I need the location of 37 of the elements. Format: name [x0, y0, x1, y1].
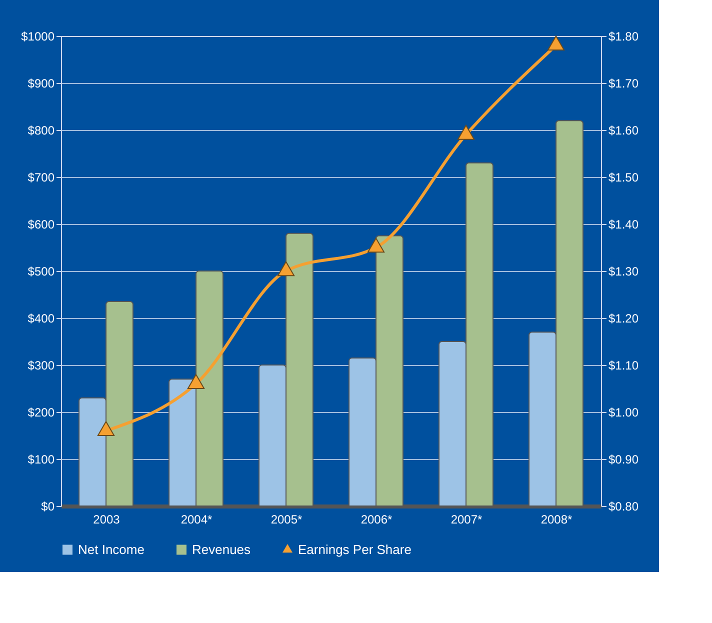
x-tick-label: 2003	[93, 512, 120, 526]
y-tick-label: $300	[28, 358, 55, 372]
y-tick-label: $100	[28, 452, 55, 466]
y2-tick-label: $1.20	[608, 312, 639, 326]
x-tick-label: 2006*	[360, 512, 393, 526]
y2-tick-label: $1.30	[608, 264, 639, 278]
point	[547, 36, 565, 51]
y-tick-label: $1000	[21, 30, 55, 44]
y-tick-label: $800	[28, 124, 55, 138]
y2-tick-label: $0.90	[608, 452, 639, 466]
y-tick-label: $200	[28, 406, 55, 420]
point	[187, 374, 205, 389]
point	[367, 238, 385, 253]
x-tick-label: 2007*	[450, 512, 483, 526]
legend-label: Net Income	[78, 542, 144, 557]
y2-tick-label: $1.80	[608, 30, 639, 44]
x-tick-label: 2008*	[540, 512, 573, 526]
y-tick-label: $0	[41, 500, 55, 514]
y2-tick-label: $1.60	[608, 124, 639, 138]
y-tick-label: $600	[28, 218, 55, 232]
y2-tick-label: $1.50	[608, 170, 639, 184]
x-tick-label: 2004*	[180, 512, 213, 526]
legend-label: Earnings Per Share	[298, 542, 412, 557]
y-tick-label: $900	[28, 76, 55, 90]
y-tick-label: $700	[28, 170, 55, 184]
y2-tick-label: $1.10	[608, 358, 639, 372]
point	[97, 420, 115, 436]
y-tick-label: $500	[28, 264, 55, 278]
x-tick-label: 2005*	[270, 512, 303, 526]
point	[457, 124, 475, 140]
point	[277, 261, 295, 276]
y2-tick-label: $1.70	[608, 76, 639, 90]
y2-tick-label: $0.80	[608, 500, 639, 514]
y2-tick-label: $1.40	[608, 218, 639, 232]
y2-tick-label: $1.00	[608, 406, 639, 420]
legend-label: Revenues	[192, 542, 252, 557]
y-tick-label: $400	[28, 312, 55, 326]
